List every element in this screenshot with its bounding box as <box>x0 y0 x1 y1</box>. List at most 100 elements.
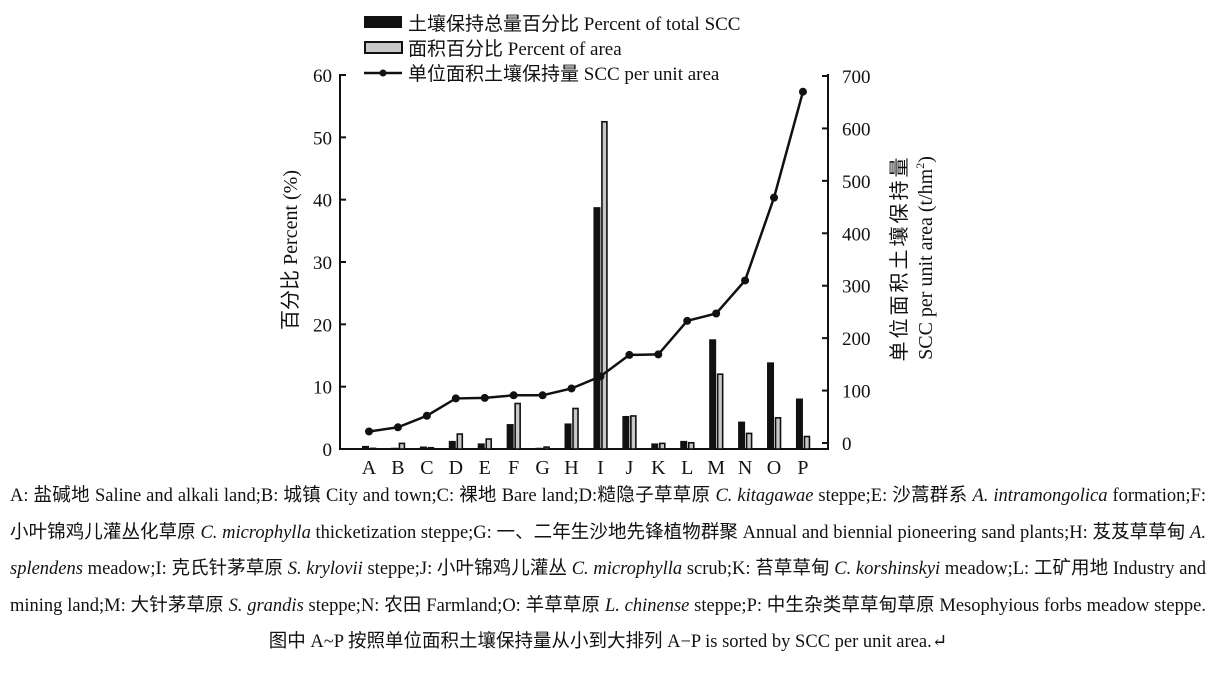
bar-area-A <box>369 447 377 450</box>
caption-segment: steppe;N: 农田 Farmland;O: 羊草草原 <box>303 595 605 616</box>
y-tick-label: 0 <box>323 440 333 461</box>
legend-label-total-scc: 土壤保持总量百分比 Percent of total SCC <box>408 13 740 35</box>
y2-axis-label-close: ) <box>915 156 937 163</box>
legend-marker-scc-per-area <box>379 69 387 77</box>
bar-area-G <box>543 446 550 450</box>
x-tick-label: N <box>738 457 752 478</box>
bar-area-H <box>572 407 579 450</box>
y2-axis-label-en-text: SCC per unit area (t/hm <box>915 168 937 360</box>
point-scc-per-area-E <box>480 393 489 402</box>
point-scc-per-area-J <box>625 350 634 359</box>
legend-label-scc-per-area: 单位面积土壤保持量 SCC per unit area <box>408 63 720 85</box>
legend-swatch-area <box>364 41 403 54</box>
x-tick-label: E <box>479 457 491 478</box>
bar-total-scc-A <box>362 445 369 449</box>
bar-total-scc-O <box>767 362 775 449</box>
bar-total-scc-E <box>477 443 485 449</box>
point-scc-per-area-A <box>365 427 373 436</box>
y-tick-label: 50 <box>313 128 332 149</box>
y-tick-label: 10 <box>313 378 332 399</box>
caption-segment: C. korshinskyi <box>834 559 941 579</box>
caption-segment: steppe;E: 沙蒿群系 <box>813 486 973 506</box>
point-scc-per-area-B <box>393 423 402 432</box>
x-tick-label: H <box>564 457 578 478</box>
bar-total-scc-P <box>795 398 803 449</box>
x-tick-label: B <box>391 457 404 478</box>
bar-total-scc-H <box>564 423 572 449</box>
bar-total-scc-F <box>506 424 514 449</box>
y2-tick-label: 400 <box>842 224 871 245</box>
y2-tick-label: 300 <box>842 277 871 298</box>
y-tick-label: 20 <box>313 315 332 336</box>
y-tick-label: 40 <box>313 191 332 212</box>
x-tick-label: K <box>651 457 666 478</box>
bar-total-scc-M <box>709 339 717 449</box>
y-axis-label: 百分比 Percent (%) <box>279 170 302 330</box>
point-scc-per-area-L <box>683 316 692 325</box>
x-tick-label: O <box>767 457 781 478</box>
bar-area-N <box>745 432 753 450</box>
caption-segment: S. krylovii <box>287 559 363 579</box>
bar-area-I <box>601 120 608 450</box>
legend-swatch-total-scc <box>364 16 402 28</box>
point-scc-per-area-G <box>538 391 547 400</box>
x-tick-label: J <box>625 457 633 478</box>
x-tick-label: F <box>508 457 519 478</box>
point-scc-per-area-H <box>567 384 576 393</box>
bar-total-scc-J <box>622 415 630 449</box>
point-scc-per-area-P <box>798 87 807 96</box>
point-scc-per-area-O <box>770 193 779 202</box>
x-tick-label: P <box>797 457 808 478</box>
bar-total-scc-B <box>390 447 398 449</box>
y2-tick-label: 100 <box>842 382 871 403</box>
bar-area-E <box>485 438 493 450</box>
caption-segment: A. intramongolica <box>972 486 1108 506</box>
bar-area-P <box>803 435 811 450</box>
bar-area-J <box>630 415 637 450</box>
x-tick-label: L <box>681 457 693 478</box>
point-scc-per-area-M <box>712 309 721 318</box>
bar-total-scc-K <box>651 443 659 449</box>
bar-total-scc-L <box>680 440 688 449</box>
bar-area-F <box>514 402 521 450</box>
bar-area-M <box>716 373 724 450</box>
figure-caption: A: 盐碱地 Saline and alkali land;B: 城镇 City… <box>10 478 1206 661</box>
x-tick-label: A <box>362 457 377 478</box>
x-tick-label: G <box>535 457 549 478</box>
x-tick-label: C <box>420 457 433 478</box>
bar-area-D <box>456 433 464 450</box>
y2-tick-label: 600 <box>842 119 871 140</box>
y-tick-label: 30 <box>313 253 332 274</box>
caption-segment: steppe;J: 小叶锦鸡儿灌丛 <box>362 559 572 579</box>
y2-tick-label: 500 <box>842 172 871 193</box>
point-scc-per-area-C <box>422 411 431 420</box>
point-scc-per-area-K <box>654 350 663 359</box>
y-tick-label: 60 <box>313 66 332 87</box>
caption-segment: C. kitagawae <box>715 486 814 506</box>
bar-area-L <box>687 441 695 450</box>
caption-segment: C. microphylla <box>200 522 311 543</box>
y2-axis-label-en: SCC per unit area (t/hm2) <box>913 156 937 360</box>
y2-tick-label: 0 <box>842 434 852 455</box>
caption-segment: formation;F: 小叶锦鸡儿灌丛化草原 <box>10 486 1207 543</box>
point-scc-per-area-N <box>741 276 750 285</box>
caption-segment: A: 盐碱地 Saline and alkali land;B: 城镇 City… <box>10 486 716 506</box>
y2-tick-label: 200 <box>842 329 871 350</box>
x-tick-label: M <box>707 457 725 478</box>
legend-label-area: 面积百分比 Percent of area <box>408 38 622 60</box>
caption-segment: C. microphylla <box>571 559 683 579</box>
caption-segment: steppe;P: 中生杂类草草甸草原 Mesophyious forbs me… <box>268 595 1206 653</box>
y2-tick-label: 700 <box>842 67 871 88</box>
bar-total-scc-C <box>419 446 427 449</box>
bar-total-scc-G <box>535 447 543 449</box>
point-scc-per-area-F <box>509 391 518 400</box>
caption-segment: S. grandis <box>228 595 304 616</box>
caption-segment: meadow;I: 克氏针茅草原 <box>82 559 288 579</box>
point-scc-per-area-D <box>451 394 460 403</box>
x-tick-label: I <box>597 457 604 478</box>
caption-segment: thicketization steppe;G: 一、二年生沙地先锋植物群聚 A… <box>310 522 1191 543</box>
bar-total-scc-D <box>448 440 456 449</box>
caption-segment: scrub;K: 苔草草甸 <box>682 559 835 579</box>
bar-area-O <box>774 417 782 450</box>
y2-axis-label-cn: 单位面积土壤保持量 <box>888 155 911 362</box>
